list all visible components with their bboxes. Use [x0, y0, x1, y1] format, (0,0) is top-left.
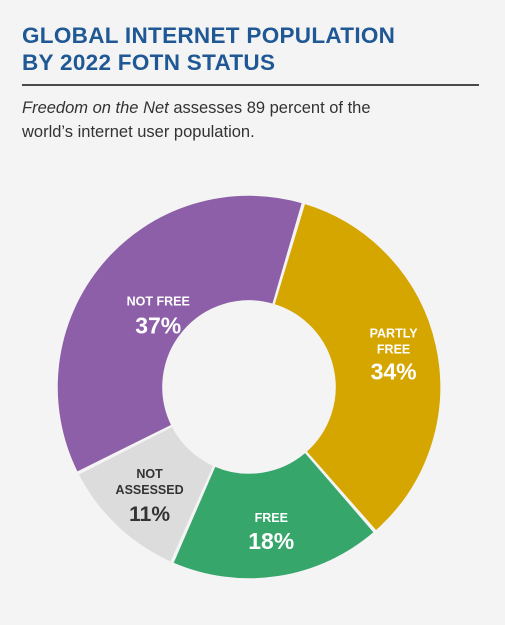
subtitle-line-1-rest: assesses 89 percent of the	[168, 99, 371, 117]
chart-title-line-2: BY 2022 FOTN STATUS	[22, 50, 276, 75]
slice-2-category-label-1: FREE	[255, 511, 288, 525]
donut-slice-4	[56, 194, 304, 474]
title-divider	[22, 84, 479, 86]
donut-slice-1	[272, 202, 442, 533]
donut-slice-2	[171, 451, 376, 580]
chart-title: GLOBAL INTERNET POPULATION BY 2022 FOTN …	[22, 22, 482, 76]
slice-3-category-label-2: ASSESSED	[116, 483, 184, 497]
subtitle-line-1: Freedom on the Net assesses 89 percent o…	[22, 96, 492, 120]
slice-4-category-label-1: NOT FREE	[127, 294, 190, 308]
slice-1-category-label-2: FREE	[377, 342, 410, 356]
slice-3-category-label-1: NOT	[136, 467, 163, 481]
slice-3-value-label: 11%	[129, 503, 170, 526]
slice-4-value-label: 37%	[135, 312, 181, 338]
slice-1-value-label: 34%	[371, 358, 417, 384]
subtitle-line-2: world’s internet user population.	[22, 123, 255, 141]
subtitle-italic-title: Freedom on the Net	[22, 99, 169, 117]
donut-slice-3	[76, 425, 216, 564]
slice-1-category-label-1: PARTLY	[370, 326, 419, 340]
slice-2-value-label: 18%	[248, 528, 294, 554]
chart-subtitle: Freedom on the Net assesses 89 percent o…	[22, 96, 492, 144]
chart-title-line-1: GLOBAL INTERNET POPULATION	[22, 23, 396, 48]
